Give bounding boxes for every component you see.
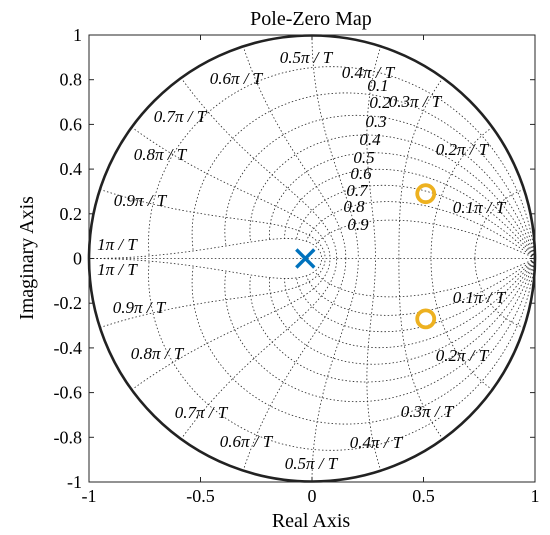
damping-curve-lower-3: [224, 258, 535, 403]
frequency-curve-lower-4: [366, 258, 382, 472]
frequency-curve-lower-9: [99, 258, 326, 328]
y-tick-label: -0.2: [54, 293, 83, 313]
frequency-label-lower-1: 0.1π / T: [453, 288, 507, 307]
y-tick-label: 0.2: [60, 204, 83, 224]
x-tick-label: -1: [82, 486, 97, 506]
y-axis-label: Imaginary Axis: [16, 196, 38, 320]
damping-curve-lower-4: [249, 258, 535, 383]
damping-curve-lower-8: [306, 258, 535, 316]
frequency-label-lower-10: 1π / T: [97, 260, 138, 279]
frequency-label-lower-8: 0.8π / T: [131, 344, 185, 363]
frequency-label-lower-9: 0.9π / T: [113, 298, 167, 317]
y-tick-label: 1: [73, 25, 82, 45]
frequency-curve-lower-10: [89, 258, 323, 279]
zero-marker: [415, 308, 437, 330]
frequency-label-lower-6: 0.6π / T: [220, 432, 274, 451]
frequency-curve-lower-2: [430, 258, 493, 391]
frequency-curve-upper-10: [89, 238, 323, 259]
y-tick-label: 0.8: [60, 70, 83, 90]
frequency-label-lower-5: 0.5π / T: [285, 454, 339, 473]
damping-curve-upper-9: [314, 219, 535, 259]
damping-curve-lower-7: [296, 258, 535, 333]
damping-curve-upper-8: [306, 201, 535, 259]
plot-area: -1 -0.5 0 0.5 1 1 0.8 0.6 0.4 0.2 0 -0.2 -0.4 -0.6 -0.…: [54, 25, 540, 506]
damping-curve-upper-1: [148, 66, 535, 259]
frequency-label-upper-3: 0.3π / T: [389, 92, 443, 111]
damping-label-4: 0.4: [359, 130, 381, 149]
frequency-label-upper-6: 0.6π / T: [210, 69, 264, 88]
damping-label-5: 0.5: [353, 148, 374, 167]
frequency-curve-lower-5: [311, 258, 359, 482]
damping-curve-upper-6: [284, 168, 535, 259]
frequency-label-upper-10: 1π / T: [97, 235, 138, 254]
frequency-curve-lower-1: [474, 258, 525, 328]
damping-curve-upper-3: [224, 114, 535, 259]
y-tick-label: -0.4: [54, 338, 83, 358]
y-tick-label: -0.6: [54, 383, 83, 403]
frequency-label-upper-4: 0.4π / T: [342, 63, 396, 82]
zero-marker: [415, 183, 437, 205]
damping-curve-lower-5: [269, 258, 535, 365]
y-tick-label: 0: [73, 249, 82, 269]
pole-marker-stroke: [295, 248, 316, 269]
frequency-label-lower-2: 0.2π / T: [436, 346, 490, 365]
frequency-curve-upper-7: [180, 77, 338, 259]
damping-label-1: 0.1: [367, 76, 388, 95]
frequency-curve-upper-9: [99, 189, 326, 259]
x-tick-label: 0: [308, 486, 317, 506]
grid-labels: 0.10.20.30.40.50.60.70.80.9 0.1π / T 0.2π …: [97, 48, 507, 473]
frequency-curve-upper-6: [242, 45, 347, 259]
frequency-label-upper-8: 0.8π / T: [134, 145, 188, 164]
x-tick-label: 1: [531, 486, 540, 506]
pole-marker: [295, 248, 316, 269]
damping-curve-upper-4: [249, 134, 535, 259]
frequency-label-lower-4: 0.4π / T: [350, 433, 404, 452]
frequency-curve-upper-2: [430, 126, 493, 259]
damping-curve-lower-9: [314, 258, 535, 298]
damping-curve-lower-6: [284, 258, 535, 349]
damping-label-2: 0.2: [369, 93, 391, 112]
damping-label-7: 0.7: [346, 181, 369, 200]
frequency-label-upper-5: 0.5π / T: [280, 48, 334, 67]
damping-curve-upper-5: [269, 152, 535, 259]
frequency-label-lower-3: 0.3π / T: [401, 402, 455, 421]
grid-lines: [89, 35, 535, 482]
y-tick-label: -1: [67, 472, 82, 492]
frequency-curve-lower-6: [242, 258, 347, 472]
damping-curve-upper-7: [296, 184, 535, 259]
chart-title: Pole-Zero Map: [250, 8, 372, 30]
frequency-curve-lower-8: [131, 258, 331, 391]
frequency-label-upper-7: 0.7π / T: [154, 107, 208, 126]
frequency-curve-upper-4: [366, 45, 382, 259]
damping-label-3: 0.3: [365, 112, 386, 131]
frequency-label-lower-7: 0.7π / T: [175, 403, 229, 422]
x-tick-label: 0.5: [412, 486, 435, 506]
y-tick-label: 0.6: [60, 114, 83, 134]
damping-label-8: 0.8: [343, 197, 365, 216]
frequency-curve-upper-1: [474, 189, 525, 259]
x-axis-label: Real Axis: [272, 510, 351, 532]
tick-marks: -1 -0.5 0 0.5 1 1 0.8 0.6 0.4 0.2 0 -0.2 -0.4 -0.6 -0.…: [54, 25, 540, 506]
frequency-label-upper-2: 0.2π / T: [436, 140, 490, 159]
frequency-label-upper-1: 0.1π / T: [453, 198, 507, 217]
frequency-curve-upper-5: [311, 35, 359, 259]
damping-label-9: 0.9: [347, 215, 369, 234]
x-tick-label: -0.5: [186, 486, 215, 506]
damping-label-6: 0.6: [350, 164, 372, 183]
y-tick-label: -0.8: [54, 427, 83, 447]
frequency-label-upper-9: 0.9π / T: [114, 191, 168, 210]
y-tick-label: 0.4: [60, 159, 83, 179]
